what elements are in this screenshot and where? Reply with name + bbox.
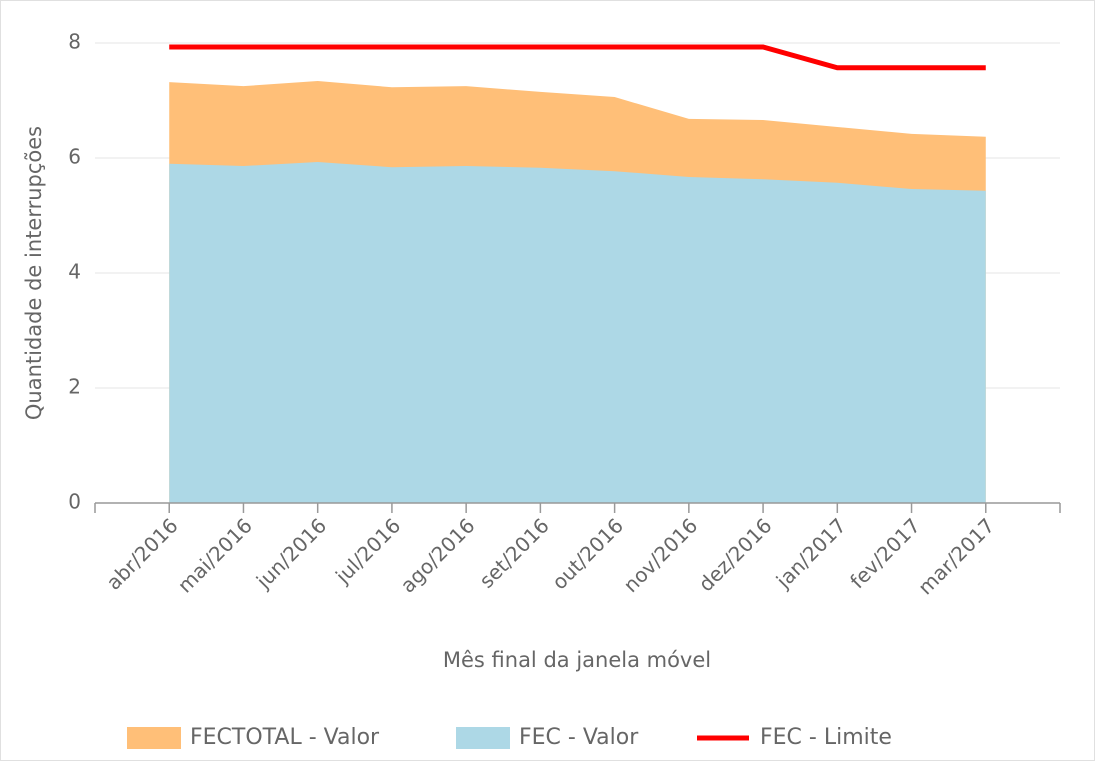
x-axis-title: Mês final da janela móvel — [443, 648, 711, 672]
y-tick-label: 8 — [68, 30, 81, 54]
y-tick-label: 0 — [68, 490, 81, 514]
legend-swatch — [127, 727, 181, 749]
legend-label: FEC - Limite — [760, 725, 892, 750]
y-tick-label: 4 — [68, 260, 81, 284]
y-tick-label: 2 — [68, 375, 81, 399]
legend-label: FECTOTAL - Valor — [190, 725, 380, 750]
legend-label: FEC - Valor — [519, 725, 639, 750]
y-axis-title: Quantidade de interrupções — [22, 126, 46, 420]
area — [169, 162, 986, 503]
line — [169, 44, 986, 71]
y-tick-label: 6 — [68, 145, 81, 169]
legend-swatch — [456, 727, 510, 749]
